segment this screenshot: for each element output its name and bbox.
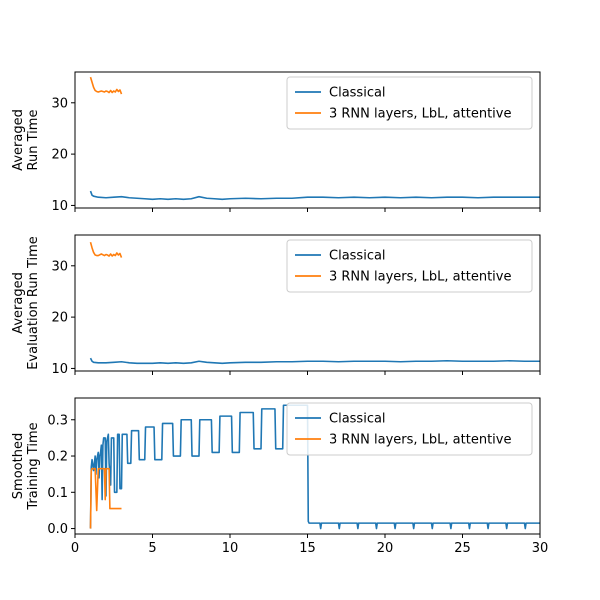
y-tick-label: 10 <box>51 362 68 377</box>
legend: Classical 3 RNN layers, LbL, attentive <box>286 402 533 456</box>
chart-panel-2: 10 20 30 AveragedEvaluation Run Time Classic… <box>11 234 541 377</box>
series-line-rnn-attentive <box>89 467 122 529</box>
legend: Classical 3 RNN layers, LbL, attentive <box>286 76 533 130</box>
x-tick-label: 20 <box>377 541 394 556</box>
y-tick-label: 0.3 <box>47 413 68 428</box>
x-tick-label: 30 <box>532 541 549 556</box>
y-tick-label: 30 <box>51 259 68 274</box>
y-tick-label: 20 <box>51 148 68 163</box>
y-tick-label: 0.0 <box>47 522 68 537</box>
series-line-classical <box>89 404 540 530</box>
series-line-rnn-attentive <box>89 241 123 258</box>
legend-box <box>286 402 533 456</box>
legend-label: Classical <box>329 249 386 264</box>
y-tick-label: 0.2 <box>47 450 68 465</box>
legend-label: 3 RNN layers, LbL, attentive <box>329 270 511 285</box>
y-axis-label: AveragedRun Time <box>11 109 41 171</box>
y-tick-label: 0.1 <box>47 486 68 501</box>
x-tick-label: 10 <box>222 541 239 556</box>
series-line-rnn-attentive <box>89 76 123 95</box>
y-tick-label: 30 <box>51 96 68 111</box>
y-axis-label: AveragedEvaluation Run Time <box>11 236 41 370</box>
series-line-classical <box>89 357 540 365</box>
x-tick-label: 15 <box>299 541 316 556</box>
legend-label: 3 RNN layers, LbL, attentive <box>329 107 511 122</box>
y-tick-label: 20 <box>51 311 68 326</box>
legend-box <box>286 239 533 293</box>
y-axis-label: SmoothedTraining Time <box>11 422 41 510</box>
x-tick-label: 25 <box>454 541 471 556</box>
legend-label: 3 RNN layers, LbL, attentive <box>329 433 511 448</box>
legend-label: Classical <box>329 86 386 101</box>
chart-panel-3: 0 5 10 15 20 25 30 0.0 0.1 0.2 0.3 SmoothedTraining… <box>11 397 549 556</box>
legend: Classical 3 RNN layers, LbL, attentive <box>286 239 533 293</box>
legend-label: Classical <box>329 412 386 427</box>
series-line-classical <box>89 190 540 201</box>
x-tick-label: 5 <box>148 541 156 556</box>
chart-panel-1: 10 20 30 AveragedRun Time Classical 3 RNN lay… <box>11 71 541 214</box>
legend-box <box>286 76 533 130</box>
x-tick-label: 0 <box>71 541 79 556</box>
y-tick-label: 10 <box>51 199 68 214</box>
